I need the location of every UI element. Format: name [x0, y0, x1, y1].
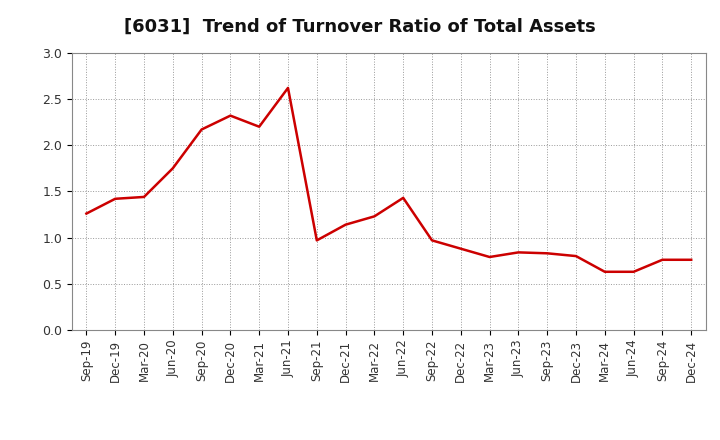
Text: [6031]  Trend of Turnover Ratio of Total Assets: [6031] Trend of Turnover Ratio of Total …: [124, 18, 596, 36]
